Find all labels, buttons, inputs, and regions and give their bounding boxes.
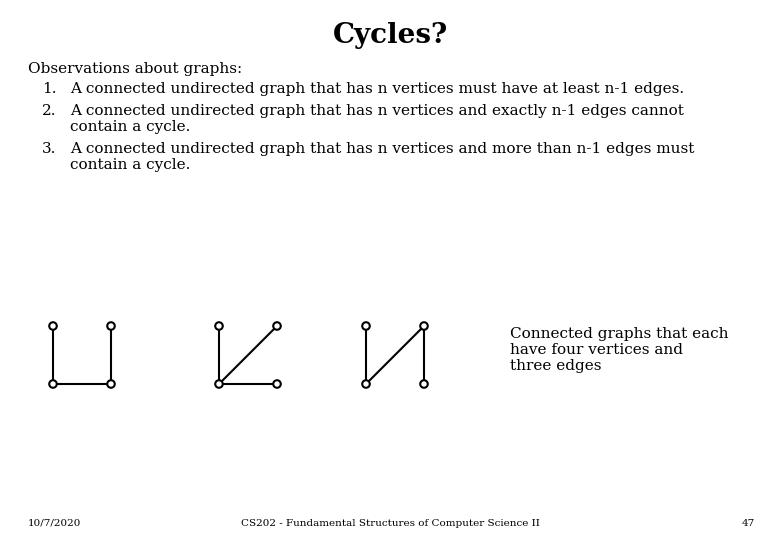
Circle shape <box>49 380 57 388</box>
Circle shape <box>273 380 281 388</box>
Text: A connected undirected graph that has n vertices and more than n-1 edges must: A connected undirected graph that has n … <box>70 142 694 156</box>
Circle shape <box>215 322 223 330</box>
Circle shape <box>49 322 57 330</box>
Text: 3.: 3. <box>42 142 56 156</box>
Circle shape <box>273 322 281 330</box>
Text: CS202 - Fundamental Structures of Computer Science II: CS202 - Fundamental Structures of Comput… <box>240 519 540 528</box>
Text: A connected undirected graph that has n vertices must have at least n-1 edges.: A connected undirected graph that has n … <box>70 82 684 96</box>
Circle shape <box>362 380 370 388</box>
Text: Observations about graphs:: Observations about graphs: <box>28 62 243 76</box>
Circle shape <box>107 322 115 330</box>
Circle shape <box>362 322 370 330</box>
Circle shape <box>420 322 427 330</box>
Text: 2.: 2. <box>42 104 56 118</box>
Circle shape <box>107 380 115 388</box>
Circle shape <box>420 380 427 388</box>
Text: Cycles?: Cycles? <box>332 22 448 49</box>
Text: contain a cycle.: contain a cycle. <box>70 120 190 134</box>
Text: 47: 47 <box>742 519 755 528</box>
Text: Connected graphs that each
have four vertices and
three edges: Connected graphs that each have four ver… <box>510 327 729 373</box>
Circle shape <box>215 380 223 388</box>
Text: A connected undirected graph that has n vertices and exactly n-1 edges cannot: A connected undirected graph that has n … <box>70 104 684 118</box>
Text: 1.: 1. <box>42 82 56 96</box>
Text: contain a cycle.: contain a cycle. <box>70 158 190 172</box>
Text: 10/7/2020: 10/7/2020 <box>28 519 81 528</box>
